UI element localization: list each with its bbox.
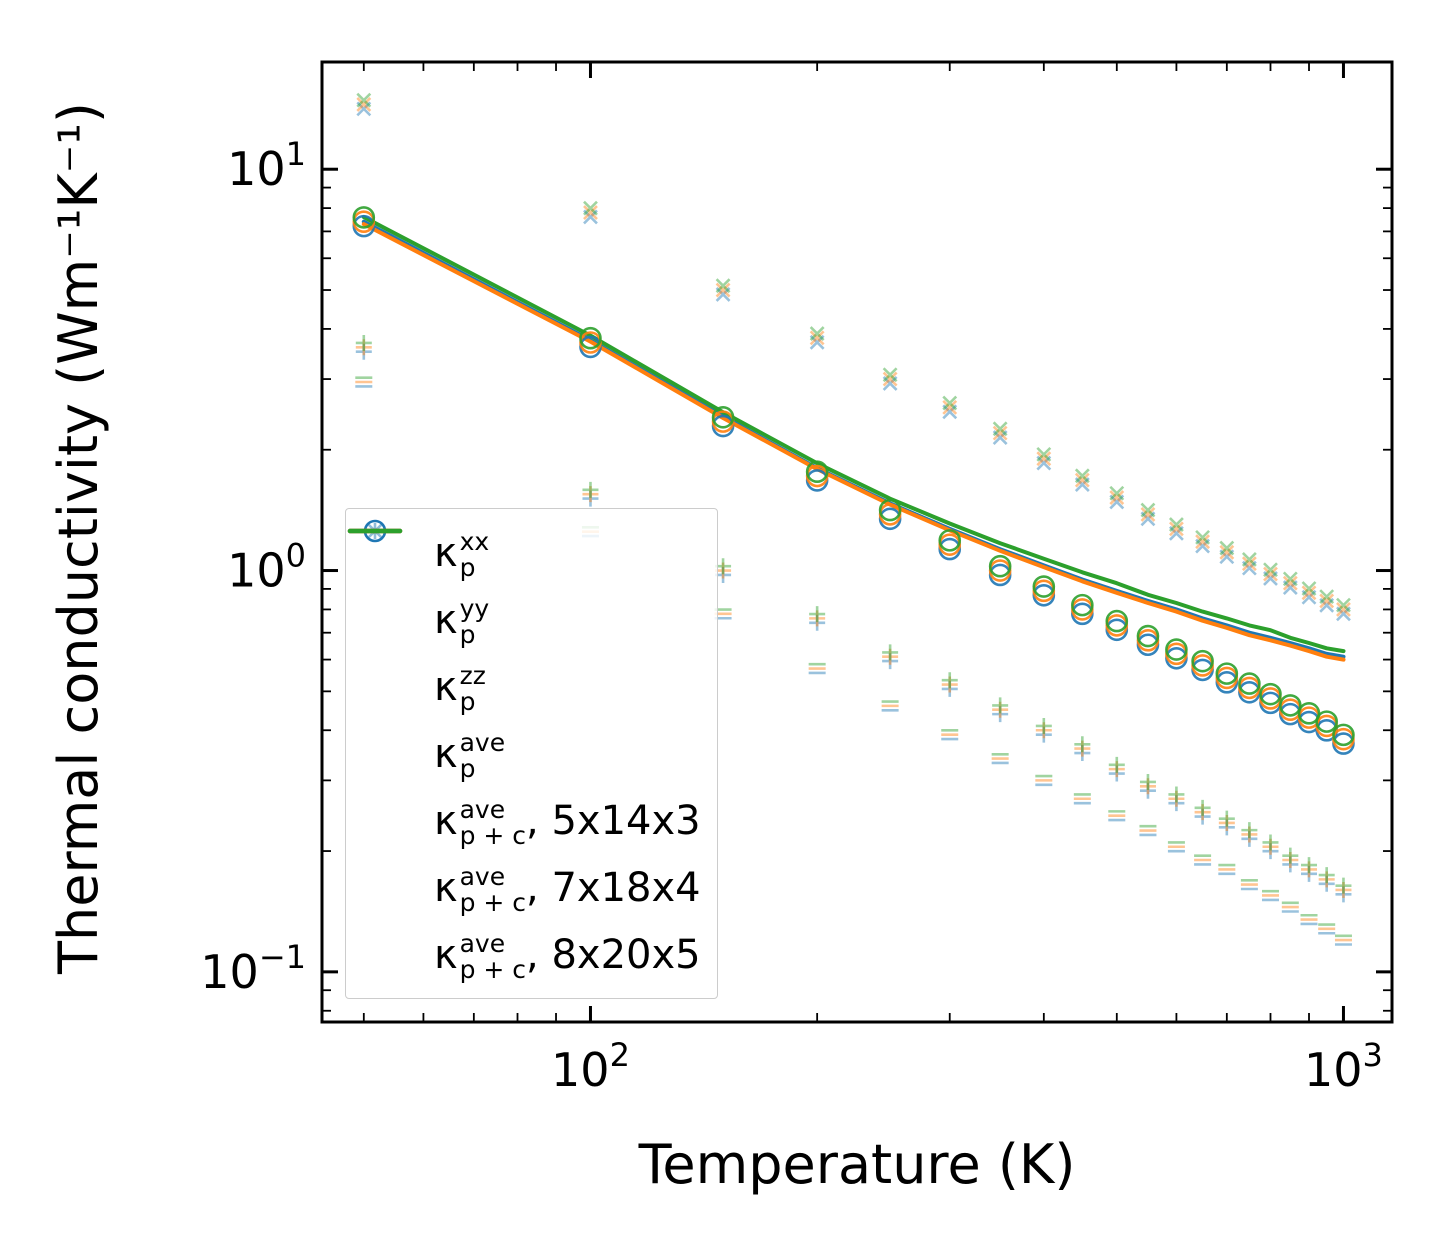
x-tick-label-0: 102 (551, 1036, 630, 1097)
y-tick-label-0: 10−1 (200, 938, 306, 999)
legend-entry-label: κ ave p + c, 5x14x3 (434, 795, 701, 850)
series-kappa_p_xx-8x20x5 (355, 334, 1352, 894)
x-axis-label: Temperature (K) (638, 1133, 1076, 1196)
series-kappa_p_yy-8x20x5 (356, 92, 1351, 613)
series-kappa_p_yy-7x18x4 (356, 97, 1351, 617)
legend-entry-2: κ zz p (362, 529, 701, 720)
y-tick-label-2: 101 (227, 135, 306, 196)
legend-entry-label: κ ave p (434, 728, 506, 783)
legend: κ xx p κ yy p κ zz p κ ave p κ ave p + c, 5x14x3 κ ave p … (345, 508, 718, 999)
legend-entry-label: κ xx p (434, 527, 490, 582)
legend-entry-6: κ ave p + c, 8x20x5 (347, 528, 701, 988)
series-kappa_p_yy-5x14x3 (356, 101, 1351, 622)
legend-entry-label: κ yy p (434, 594, 490, 649)
y-axis-label: Thermal conductivity (Wm⁻¹K⁻¹) (46, 102, 110, 974)
line-kappa-p-plus-c-8x20x5 (361, 215, 1346, 654)
legend-entry-label: κ ave p + c, 8x20x5 (434, 929, 701, 984)
series-kappa_p_ave-8x20x5 (352, 206, 1355, 747)
legend-entry-label: κ ave p + c, 7x18x4 (434, 862, 701, 917)
line-kappa-p-plus-c-7x18x4 (361, 222, 1346, 662)
legend-entry-1: κ yy p (362, 523, 701, 653)
series-kappa_p_zz-7x18x4 (355, 380, 1352, 942)
x-tick-label-1: 103 (1304, 1036, 1383, 1097)
plot-frame (320, 60, 1394, 1024)
legend-entry-0: κ xx p (362, 519, 701, 586)
tick-labels: 102 103 10−1 100 101 (200, 135, 1383, 1097)
legend-entry-4: κ ave p + c, 5x14x3 (347, 528, 701, 854)
y-tick-label-1: 100 (227, 537, 306, 598)
legend-entry-5: κ ave p + c, 7x18x4 (347, 528, 701, 921)
series-kappa_p_xx-5x14x3 (355, 343, 1352, 903)
legend-entry-label: κ zz p (434, 661, 486, 716)
series-kappa_p_zz-8x20x5 (355, 376, 1352, 938)
legend-entry-3: κ ave p (362, 519, 701, 787)
series-kappa_p_xx-7x18x4 (355, 339, 1352, 898)
